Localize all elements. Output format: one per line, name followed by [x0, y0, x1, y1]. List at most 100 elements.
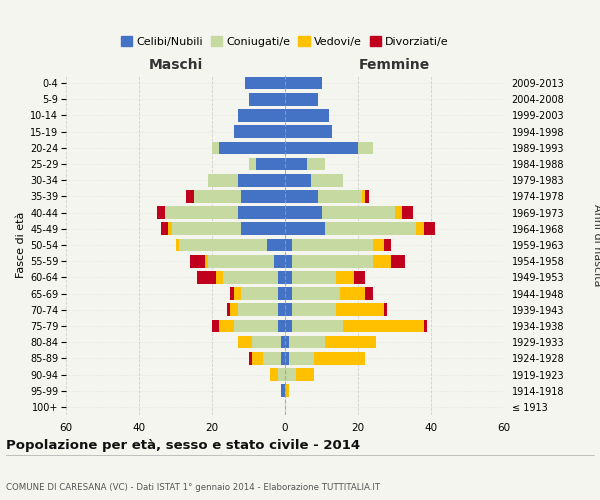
- Bar: [336, 271, 355, 283]
- Bar: [220, 142, 285, 154]
- Text: COMUNE DI CARESANA (VC) - Dati ISTAT 1° gennaio 2014 - Elaborazione TUTTITALIA.I: COMUNE DI CARESANA (VC) - Dati ISTAT 1° …: [6, 484, 380, 492]
- Bar: [285, 142, 358, 154]
- Bar: [281, 336, 285, 348]
- Bar: [285, 77, 322, 90]
- Bar: [292, 288, 340, 300]
- Bar: [227, 304, 230, 316]
- Bar: [230, 304, 238, 316]
- Bar: [343, 320, 424, 332]
- Bar: [391, 255, 406, 268]
- Bar: [318, 190, 362, 202]
- Bar: [208, 174, 238, 186]
- Bar: [205, 255, 208, 268]
- Y-axis label: Fasce di età: Fasce di età: [16, 212, 26, 278]
- Bar: [362, 190, 365, 202]
- Bar: [197, 271, 215, 283]
- Bar: [285, 109, 329, 122]
- Bar: [285, 174, 311, 186]
- Bar: [248, 93, 285, 106]
- Bar: [325, 336, 376, 348]
- Bar: [238, 109, 285, 122]
- Bar: [285, 384, 289, 397]
- Bar: [285, 238, 292, 252]
- Text: Popolazione per età, sesso e stato civile - 2014: Popolazione per età, sesso e stato civil…: [6, 440, 360, 452]
- Bar: [281, 384, 285, 397]
- Bar: [274, 255, 285, 268]
- Bar: [285, 93, 318, 106]
- Bar: [307, 158, 325, 170]
- Bar: [234, 320, 278, 332]
- Bar: [292, 271, 336, 283]
- Bar: [223, 271, 278, 283]
- Bar: [238, 206, 285, 219]
- Bar: [289, 336, 325, 348]
- Bar: [241, 222, 285, 235]
- Bar: [365, 190, 369, 202]
- Bar: [311, 174, 343, 186]
- Bar: [292, 304, 336, 316]
- Bar: [383, 238, 391, 252]
- Bar: [383, 304, 387, 316]
- Bar: [365, 288, 373, 300]
- Bar: [168, 222, 172, 235]
- Text: Anni di nascita: Anni di nascita: [592, 204, 600, 286]
- Bar: [194, 190, 241, 202]
- Bar: [241, 190, 285, 202]
- Bar: [238, 304, 278, 316]
- Bar: [322, 206, 395, 219]
- Bar: [314, 352, 365, 364]
- Bar: [238, 174, 285, 186]
- Bar: [215, 271, 223, 283]
- Bar: [285, 320, 292, 332]
- Bar: [292, 320, 343, 332]
- Bar: [285, 158, 307, 170]
- Bar: [358, 142, 373, 154]
- Bar: [230, 288, 234, 300]
- Bar: [424, 320, 427, 332]
- Bar: [278, 368, 285, 381]
- Bar: [175, 238, 179, 252]
- Bar: [281, 352, 285, 364]
- Bar: [285, 352, 289, 364]
- Bar: [187, 190, 194, 202]
- Bar: [220, 320, 234, 332]
- Bar: [373, 255, 391, 268]
- Bar: [234, 126, 285, 138]
- Bar: [325, 222, 416, 235]
- Bar: [355, 271, 365, 283]
- Bar: [285, 368, 296, 381]
- Text: Maschi: Maschi: [148, 58, 203, 72]
- Legend: Celibi/Nubili, Coniugati/e, Vedovi/e, Divorziati/e: Celibi/Nubili, Coniugati/e, Vedovi/e, Di…: [118, 33, 452, 50]
- Bar: [256, 158, 285, 170]
- Bar: [190, 255, 205, 268]
- Bar: [340, 288, 365, 300]
- Bar: [267, 238, 285, 252]
- Bar: [252, 352, 263, 364]
- Bar: [395, 206, 402, 219]
- Bar: [289, 352, 314, 364]
- Bar: [278, 288, 285, 300]
- Bar: [208, 255, 274, 268]
- Bar: [161, 222, 168, 235]
- Bar: [179, 238, 267, 252]
- Bar: [164, 206, 238, 219]
- Bar: [278, 304, 285, 316]
- Bar: [212, 142, 220, 154]
- Bar: [245, 77, 285, 90]
- Bar: [285, 288, 292, 300]
- Bar: [424, 222, 434, 235]
- Bar: [402, 206, 413, 219]
- Bar: [285, 304, 292, 316]
- Bar: [241, 288, 278, 300]
- Bar: [285, 255, 292, 268]
- Bar: [263, 352, 281, 364]
- Bar: [285, 206, 322, 219]
- Bar: [278, 271, 285, 283]
- Bar: [296, 368, 314, 381]
- Bar: [285, 126, 332, 138]
- Bar: [278, 320, 285, 332]
- Bar: [271, 368, 278, 381]
- Bar: [172, 222, 241, 235]
- Bar: [234, 288, 241, 300]
- Bar: [285, 190, 318, 202]
